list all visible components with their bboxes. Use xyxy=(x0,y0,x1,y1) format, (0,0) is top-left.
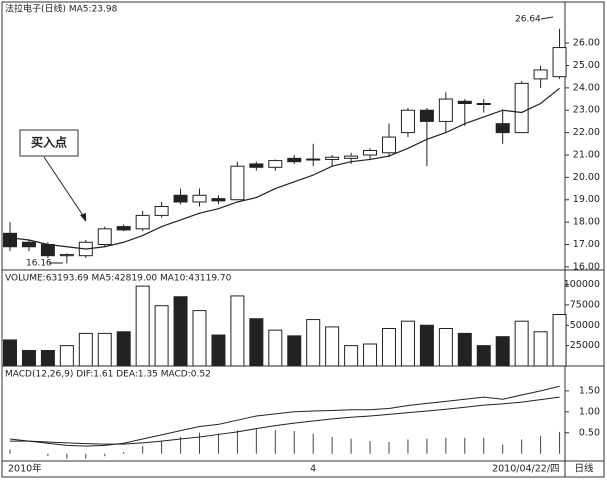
volume-bar xyxy=(438,328,453,367)
volume-bar xyxy=(287,335,302,367)
y-tick-label: 22.00 xyxy=(573,127,600,138)
volume-bar xyxy=(249,318,264,367)
candle-body xyxy=(268,160,283,168)
y-tick-label: 17.00 xyxy=(573,239,600,250)
candle-body xyxy=(306,158,321,161)
candle-body xyxy=(59,254,74,257)
volume-bar xyxy=(495,336,510,367)
y-tick-label: 24.00 xyxy=(573,82,600,93)
y-tick-label: 26.00 xyxy=(573,38,600,49)
candle-body xyxy=(211,198,226,202)
y-tick-label: 1.00 xyxy=(579,406,600,417)
volume-bar xyxy=(325,326,340,367)
candle-body xyxy=(344,155,359,159)
candle-body xyxy=(97,228,112,246)
candle-body xyxy=(438,98,453,122)
frame xyxy=(1,1,605,478)
volume-bar xyxy=(78,332,93,367)
y-tick-label: 1.50 xyxy=(579,385,600,396)
candle-body xyxy=(287,157,302,163)
volume-bar xyxy=(419,324,434,367)
y-tick-label: 50000 xyxy=(570,320,600,331)
annotation: 26.64 xyxy=(515,15,541,25)
candle-body xyxy=(457,100,472,105)
price-title: 法拉电子(日线) MA5:23.98 xyxy=(5,3,118,15)
volume-bar xyxy=(59,345,74,367)
arrowhead xyxy=(80,213,86,222)
candle-body xyxy=(135,214,150,230)
y-tick-label: 19.00 xyxy=(573,194,600,205)
candle-body xyxy=(21,241,36,248)
y-tick-label: 75000 xyxy=(570,299,600,310)
volume-bar xyxy=(116,331,131,367)
x-tick-label: 2010/04/22/四 xyxy=(492,464,559,475)
volume-bar xyxy=(306,319,321,367)
candle-body xyxy=(40,244,55,257)
volume-bar xyxy=(173,296,188,367)
x-tick-label: 2010年 xyxy=(8,463,42,475)
candle-body xyxy=(495,123,510,134)
volume-bar xyxy=(192,310,207,367)
annotation-arrow xyxy=(43,156,87,221)
macd-line xyxy=(10,396,560,445)
volume-bar xyxy=(400,320,415,367)
volume-bar xyxy=(533,331,548,367)
volume-bar xyxy=(135,285,150,367)
candle-body xyxy=(476,103,491,106)
volume-bar xyxy=(97,332,112,367)
volume-bar xyxy=(457,332,472,367)
candle-body xyxy=(400,109,415,134)
volume-bar xyxy=(363,343,378,367)
candle-body xyxy=(192,194,207,203)
y-tick-label: 100000 xyxy=(564,279,600,290)
candle-body xyxy=(154,205,169,216)
macd-line xyxy=(9,385,560,447)
candle-body xyxy=(325,156,340,160)
candle-body xyxy=(363,150,378,156)
volume-bar xyxy=(154,305,169,367)
y-tick-label: 23.00 xyxy=(573,105,600,116)
candle-body xyxy=(514,82,529,134)
volume-bar xyxy=(552,314,567,367)
volume-bar xyxy=(40,350,55,367)
y-tick-label: 16.00 xyxy=(573,261,600,272)
volume-bar xyxy=(230,295,245,367)
candle-body xyxy=(116,226,131,231)
volume-bar xyxy=(268,329,283,367)
y-tick-label: 20.00 xyxy=(573,172,600,183)
period-label: 日线 xyxy=(574,463,594,475)
volume-bar xyxy=(514,320,529,367)
y-tick-label: 18.00 xyxy=(573,217,600,228)
candle-body xyxy=(419,109,434,122)
y-tick-label: 25000 xyxy=(570,340,600,351)
candle-body xyxy=(173,194,188,203)
candle-body xyxy=(382,136,396,154)
annotation-box xyxy=(19,129,79,157)
candle-body xyxy=(3,232,17,248)
candle-body xyxy=(552,47,567,78)
volume-bar xyxy=(344,345,359,367)
volume-bar xyxy=(382,328,396,367)
macd-title: MACD(12,26,9) DIF:1.61 DEA:1.35 MACD:0.5… xyxy=(5,370,211,380)
volume-title: VOLUME:63193.69 MA5:42819.00 MA10:43119.… xyxy=(5,274,232,284)
y-tick-label: 0.50 xyxy=(579,427,600,438)
y-tick-label: 21.00 xyxy=(573,149,600,160)
volume-bar xyxy=(211,334,226,367)
annotation: 买入点 xyxy=(31,135,67,150)
annotation: 16.16 xyxy=(26,259,52,269)
ma5-line xyxy=(9,87,560,250)
annotation-arrow xyxy=(540,16,554,20)
volume-bar xyxy=(21,350,36,367)
candle-body xyxy=(249,163,264,168)
candle-body xyxy=(533,69,548,80)
y-tick-label: 25.00 xyxy=(573,60,600,71)
x-tick-label: 4 xyxy=(310,464,316,475)
volume-bar xyxy=(476,345,491,367)
volume-bar xyxy=(3,339,17,367)
candle-body xyxy=(230,165,245,201)
